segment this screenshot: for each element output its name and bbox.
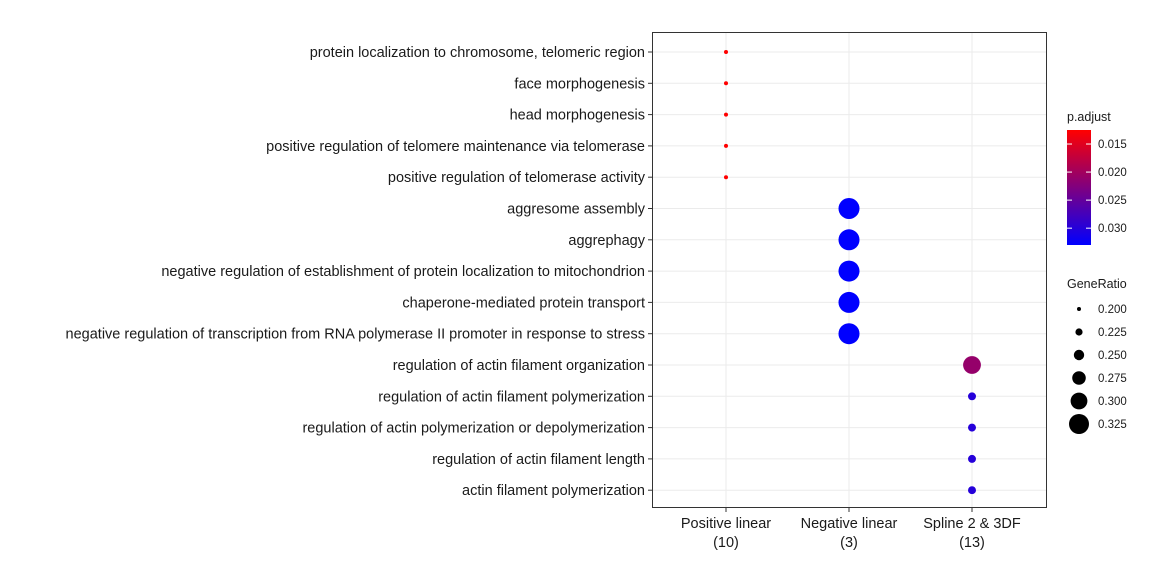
size-legend-title: GeneRatio — [1067, 277, 1127, 291]
size-legend-key — [1072, 371, 1086, 385]
color-legend: p.adjust 0.015 0.020 0.025 0.030 — [1067, 110, 1127, 245]
y-ticks: protein localization to chromosome, telo… — [66, 45, 653, 499]
data-point — [968, 454, 976, 463]
y-tick-label: positive regulation of telomere maintena… — [266, 139, 645, 155]
x-tick-label: Positive linear — [681, 516, 771, 532]
x-tick-label-count: (3) — [840, 535, 858, 551]
y-tick-label: regulation of actin polymerization or de… — [302, 421, 645, 437]
data-point — [724, 175, 728, 180]
y-tick-label: regulation of actin filament polymerizat… — [378, 389, 645, 405]
data-point — [724, 81, 728, 86]
data-point — [963, 356, 981, 374]
y-tick-label: chaperone-mediated protein transport — [402, 295, 645, 311]
size-legend-label: 0.300 — [1098, 396, 1127, 408]
size-legend: GeneRatio 0.200 0.225 0.250 0.275 0.300 0.325 — [1067, 277, 1127, 434]
color-legend-title: p.adjust — [1067, 110, 1111, 124]
size-legend-items: 0.200 0.225 0.250 0.275 0.300 0.325 — [1069, 304, 1127, 434]
data-point — [968, 486, 976, 495]
x-tick-label-count: (13) — [959, 535, 985, 551]
size-legend-label: 0.275 — [1098, 373, 1127, 385]
data-point — [724, 143, 728, 148]
x-ticks: Positive linear (10) Negative linear (3) Spl… — [681, 507, 1021, 551]
data-point — [838, 323, 860, 345]
size-legend-label: 0.225 — [1098, 327, 1127, 339]
color-bar — [1067, 130, 1091, 245]
y-tick-label: regulation of actin filament organizatio… — [393, 358, 645, 374]
data-point — [838, 229, 860, 251]
size-legend-label: 0.200 — [1098, 304, 1127, 316]
y-tick-label: head morphogenesis — [510, 108, 645, 124]
y-tick-label: negative regulation of transcription fro… — [66, 327, 645, 343]
y-tick-label: face morphogenesis — [514, 76, 645, 92]
y-tick-label: protein localization to chromosome, telo… — [310, 45, 645, 61]
x-tick-label-count: (10) — [713, 535, 739, 551]
color-bar-tick-label: 0.030 — [1098, 223, 1127, 235]
size-legend-key — [1077, 307, 1081, 311]
y-tick-label: regulation of actin filament length — [432, 452, 645, 468]
y-tick-label: aggrephagy — [568, 233, 645, 249]
y-tick-label: positive regulation of telomerase activi… — [388, 170, 646, 186]
color-bar-tick-label: 0.020 — [1098, 167, 1127, 179]
data-points — [724, 50, 981, 495]
data-point — [724, 50, 728, 54]
data-point — [838, 291, 860, 313]
size-legend-label: 0.325 — [1098, 419, 1127, 431]
size-legend-key — [1069, 414, 1089, 434]
size-legend-key — [1073, 349, 1085, 361]
y-tick-label: aggresome assembly — [507, 202, 646, 218]
data-point — [968, 392, 976, 401]
size-legend-label: 0.250 — [1098, 350, 1127, 362]
data-point — [968, 423, 976, 432]
y-tick-label: actin filament polymerization — [462, 483, 645, 499]
y-tick-label: negative regulation of establishment of … — [161, 264, 645, 280]
size-legend-key — [1075, 328, 1083, 336]
x-tick-label: Spline 2 & 3DF — [923, 516, 1021, 532]
data-point — [838, 260, 860, 282]
x-tick-label: Negative linear — [801, 516, 898, 532]
size-legend-key — [1070, 392, 1088, 410]
data-point — [838, 197, 860, 220]
color-bar-ticks: 0.015 0.020 0.025 0.030 — [1067, 139, 1127, 235]
color-bar-tick-label: 0.025 — [1098, 195, 1127, 207]
data-point — [724, 112, 728, 117]
color-bar-tick-label: 0.015 — [1098, 139, 1127, 151]
